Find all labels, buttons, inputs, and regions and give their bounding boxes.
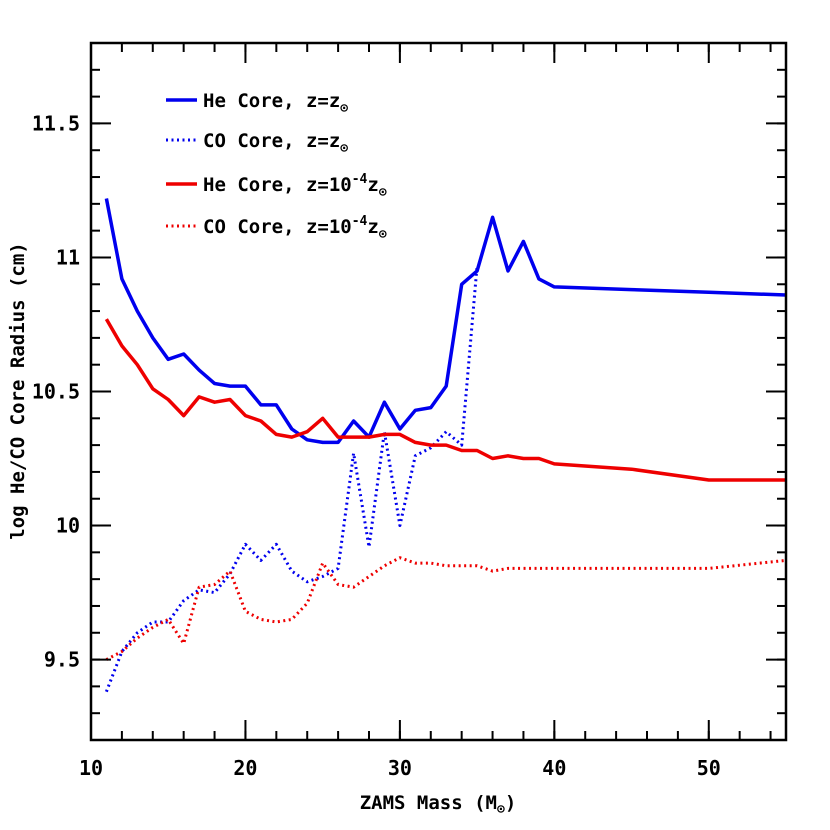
series-line-4 — [105, 556, 787, 661]
x-tick-label: 50 — [697, 756, 721, 780]
y-tick-label: 10.5 — [32, 380, 80, 404]
x-tick-label: 10 — [79, 756, 103, 780]
x-tick-label: 40 — [542, 756, 566, 780]
plot-frame — [89, 41, 788, 742]
legend-label: CO Core, z=z⊙ — [203, 130, 348, 156]
x-tick-label: 20 — [233, 756, 257, 780]
y-tick-label: 11.5 — [32, 111, 80, 135]
series-line-2 — [105, 265, 479, 693]
legend-label: He Core, z=10-4z⊙ — [203, 172, 387, 200]
series-line-3 — [104, 318, 786, 482]
series-layer — [104, 198, 787, 693]
y-tick-label: 11 — [56, 245, 80, 269]
x-axis-label: ZAMS Mass (M⊙) — [360, 792, 517, 817]
legend-label: He Core, z=z⊙ — [203, 90, 348, 116]
series-line-1 — [104, 198, 787, 445]
ticks-layer: 10 20 30 40 50 9.5 10 10.5 11 11.5 — [32, 42, 786, 780]
x-tick-label: 30 — [388, 756, 412, 780]
legend-label: CO Core, z=10-4z⊙ — [203, 214, 387, 242]
legend: He Core, z=z⊙ CO Core, z=z⊙ He Core, z=10-… — [166, 90, 387, 242]
y-tick-label: 9.5 — [44, 648, 80, 672]
y-axis-label: log He/CO Core Radius (cm) — [7, 242, 29, 539]
y-tick-label: 10 — [56, 514, 80, 538]
